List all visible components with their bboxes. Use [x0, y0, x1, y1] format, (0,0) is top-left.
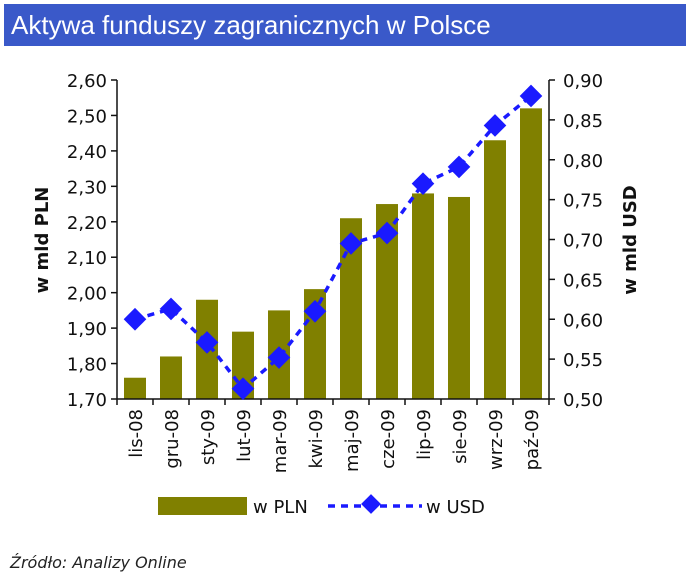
bar-7 [376, 204, 398, 399]
y-axis-label-right: w mld USD [620, 185, 641, 295]
legend-label-usd: w USD [426, 497, 485, 518]
y-tick-label-left-2: 1,90 [67, 319, 107, 340]
x-tick-label-4: mar-09 [270, 409, 291, 473]
usd-line [134, 94, 533, 392]
legend-label-pln: w PLN [253, 497, 308, 518]
y-tick-label-left-6: 2,30 [67, 177, 107, 198]
y-tick-label-left-1: 1,80 [67, 355, 107, 376]
usd-point-0 [123, 307, 147, 331]
y-tick-label-left-3: 2,00 [67, 284, 107, 305]
y-tick-label-right-4: 0,70 [563, 231, 603, 252]
usd-point-4 [267, 346, 291, 369]
usd-point-1 [159, 297, 183, 321]
chart-title: Aktywa funduszy zagranicznych w Polsce [4, 4, 686, 46]
legend-marker-usd [361, 494, 381, 514]
bar-9 [448, 196, 470, 399]
y-axis-label-left: w mld PLN [32, 187, 53, 294]
y-tick-label-right-2: 0,60 [563, 310, 603, 331]
usd-point-11 [519, 84, 543, 108]
usd-point-8 [411, 172, 435, 195]
legend-swatch-pln [158, 497, 247, 515]
source-note: Źródło: Analizy Online [10, 553, 187, 572]
y-tick-label-right-7: 0,85 [563, 111, 603, 132]
x-tick-label-11: paź-09 [522, 409, 543, 470]
bar-11 [520, 108, 542, 399]
y-tick-label-right-0: 0,50 [563, 390, 603, 411]
x-tick-label-5: kwi-09 [306, 409, 327, 469]
y-tick-label-left-7: 2,40 [67, 142, 107, 163]
x-tick-label-1: gru-08 [162, 409, 183, 469]
y-tick-label-right-1: 0,55 [563, 350, 603, 371]
bar-0 [124, 377, 146, 399]
y-tick-label-left-5: 2,20 [67, 213, 107, 234]
bar-1 [160, 356, 182, 399]
x-tick-label-10: wrz-09 [486, 409, 507, 470]
x-tick-label-8: lip-09 [414, 409, 435, 460]
y-tick-label-right-8: 0,90 [563, 71, 603, 92]
x-tick-label-6: maj-09 [342, 409, 363, 472]
y-tick-label-left-0: 1,70 [67, 390, 107, 411]
legend: w PLN w USD [158, 494, 485, 518]
bar-6 [340, 218, 362, 399]
y-tick-label-right-6: 0,80 [563, 151, 603, 172]
x-tick-label-3: lut-09 [234, 409, 255, 462]
usd-point-9 [447, 155, 471, 179]
y-tick-label-left-4: 2,10 [67, 248, 107, 269]
x-tick-label-0: lis-08 [126, 409, 147, 458]
y-tick-label-left-9: 2,60 [67, 71, 107, 92]
usd-point-5 [303, 299, 327, 323]
bar-8 [412, 193, 434, 399]
x-tick-label-9: sie-09 [450, 409, 471, 464]
y-tick-label-right-5: 0,75 [563, 191, 603, 212]
y-tick-label-right-3: 0,65 [563, 270, 603, 291]
x-tick-label-7: cze-09 [378, 409, 399, 469]
x-tick-label-2: sty-09 [198, 409, 219, 465]
y-tick-label-left-8: 2,50 [67, 106, 107, 127]
bar-10 [484, 140, 506, 399]
